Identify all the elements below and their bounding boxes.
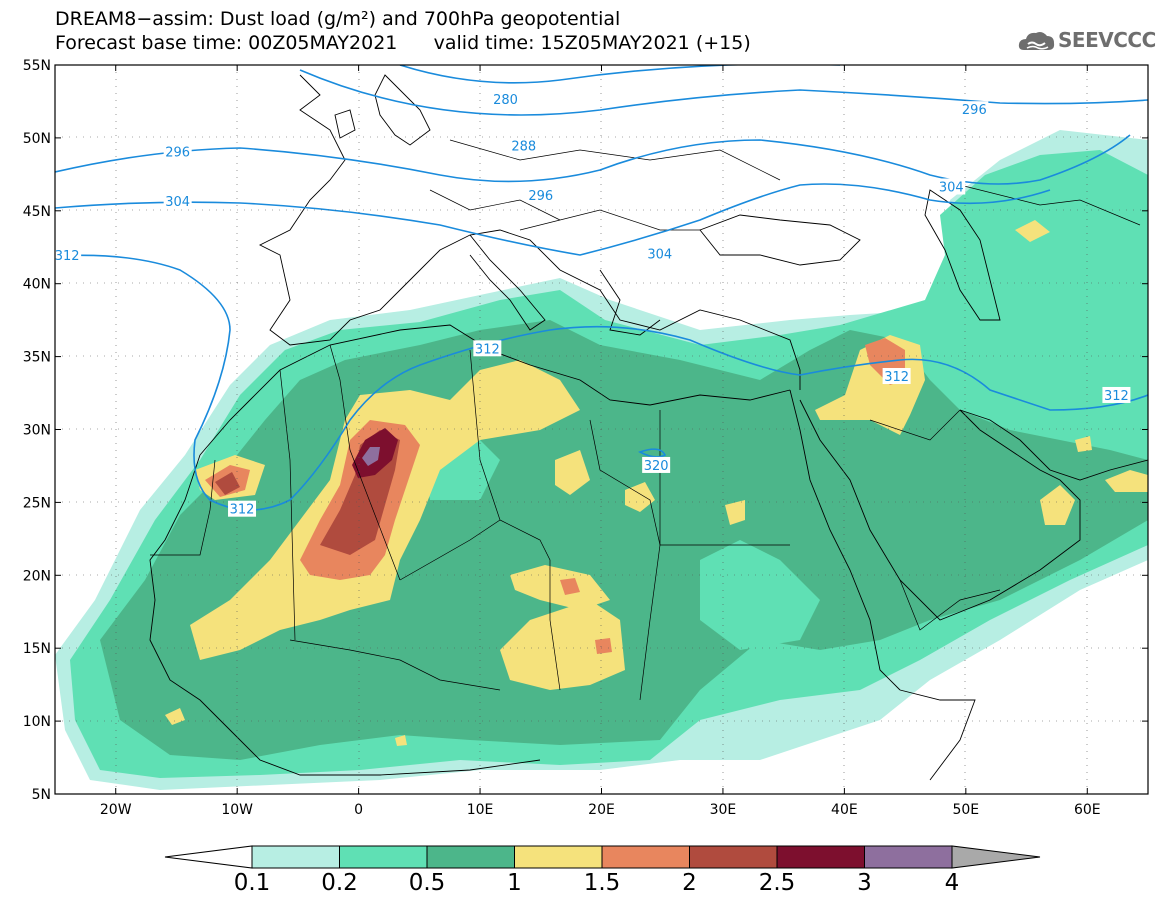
contour-labels: 280 288 296 296 304 304 296 304 312 312 312 312 320 3…	[55, 90, 1131, 518]
contour-label: 312	[1104, 389, 1129, 404]
contour-label-bg	[491, 90, 520, 107]
colorbar: 0.1 0.2 0.5 1 1.5 2 2.5 3 4	[164, 845, 1041, 896]
map-subtitle: Forecast base time: 00Z05MAY2021 valid t…	[55, 32, 751, 54]
lon-tick-label: 20E	[588, 802, 615, 818]
colorbar-arrow-high	[951, 845, 1041, 869]
colorbar-segment	[251, 845, 340, 869]
colorbar-label: 1	[507, 870, 522, 896]
lon-tick-label: 40E	[831, 802, 858, 818]
contour-label: 296	[165, 145, 190, 160]
lat-tick-label: 55N	[23, 58, 51, 74]
contour-label-bg	[228, 500, 257, 517]
colorbar-label: 2	[682, 870, 697, 896]
contour-label: 304	[647, 248, 672, 263]
contour-label: 296	[528, 189, 553, 204]
logo	[1018, 32, 1055, 50]
lon-tick-label: 10W	[221, 802, 253, 818]
colorbar-label: 0.5	[409, 870, 446, 896]
longitude-ticks: 20W 10W 0 10E 20E 30E 40E 50E 60E	[100, 65, 1101, 818]
lat-tick-label: 20N	[23, 568, 51, 584]
lat-tick-label: 45N	[23, 204, 51, 220]
contour-label: 280	[493, 93, 518, 108]
map-title: DREAM8−assim: Dust load (g/m²) and 700hP…	[55, 8, 621, 30]
lat-tick-label: 30N	[23, 423, 51, 439]
contour-label-bg	[642, 456, 671, 473]
borders	[150, 139, 1141, 701]
contour-label: 312	[884, 370, 909, 385]
contour-label-bg	[163, 193, 192, 210]
contour-label-bg	[509, 137, 538, 154]
graticule	[55, 65, 1148, 794]
contour-label: 304	[939, 180, 964, 195]
colorbar-segment	[339, 845, 428, 869]
contour-label-bg	[882, 368, 911, 385]
cloud-icon	[1018, 32, 1055, 50]
colorbar-arrow-low	[164, 845, 253, 869]
contour-label: 304	[165, 195, 190, 210]
lat-tick-label: 40N	[23, 277, 51, 293]
lon-tick-label: 20W	[100, 802, 132, 818]
lon-tick-label: 10E	[467, 802, 494, 818]
geopotential-contours	[55, 65, 1148, 511]
lat-tick-label: 10N	[23, 714, 51, 730]
contour-label: 312	[475, 342, 500, 357]
contour-label-bg	[960, 101, 989, 118]
contour-label-bg	[473, 340, 502, 357]
lon-tick-label: 60E	[1074, 802, 1101, 818]
dust-shading	[55, 130, 1148, 790]
contour-label-bg	[526, 187, 555, 204]
latitude-ticks: 55N 50N 45N 40N 35N 30N 25N 20N 15N 10N 5N	[23, 58, 1148, 803]
colorbar-label: 2.5	[759, 870, 796, 896]
contour-label-bg	[645, 245, 674, 262]
colorbar-segment	[864, 845, 953, 869]
contour-label-bg	[937, 178, 966, 195]
lat-tick-label: 5N	[32, 787, 51, 803]
colorbar-label: 1.5	[584, 870, 621, 896]
contour-label: 312	[230, 503, 255, 518]
contour-label: 296	[962, 103, 987, 118]
contour-label-bg	[1102, 386, 1131, 403]
coastlines	[149, 74, 1148, 781]
contour-label: 312	[55, 249, 80, 264]
lat-tick-label: 15N	[23, 641, 51, 657]
colorbar-segment	[514, 845, 603, 869]
colorbar-segment	[689, 845, 778, 869]
colorbar-label: 0.1	[234, 870, 271, 896]
lon-tick-label: 50E	[952, 802, 979, 818]
lon-tick-label: 0	[354, 802, 363, 818]
lon-tick-label: 30E	[710, 802, 737, 818]
colorbar-label: 0.2	[321, 870, 358, 896]
colorbar-label: 3	[857, 870, 872, 896]
lat-tick-label: 25N	[23, 495, 51, 511]
contour-label-bg	[163, 143, 192, 160]
contour-label-bg	[55, 246, 82, 263]
lat-tick-label: 50N	[23, 131, 51, 147]
lat-tick-label: 35N	[23, 350, 51, 366]
map-area: 280 288 296 296 304 304 296 304 312 312 312 312 320 3…	[55, 65, 1148, 794]
contour-label: 320	[644, 459, 669, 474]
colorbar-segment	[776, 845, 865, 869]
contour-label: 288	[511, 140, 536, 155]
colorbar-label: 4	[945, 870, 960, 896]
logo-text: SEEVCCC	[1058, 28, 1156, 52]
colorbar-segment	[426, 845, 515, 869]
colorbar-segment	[601, 845, 690, 869]
